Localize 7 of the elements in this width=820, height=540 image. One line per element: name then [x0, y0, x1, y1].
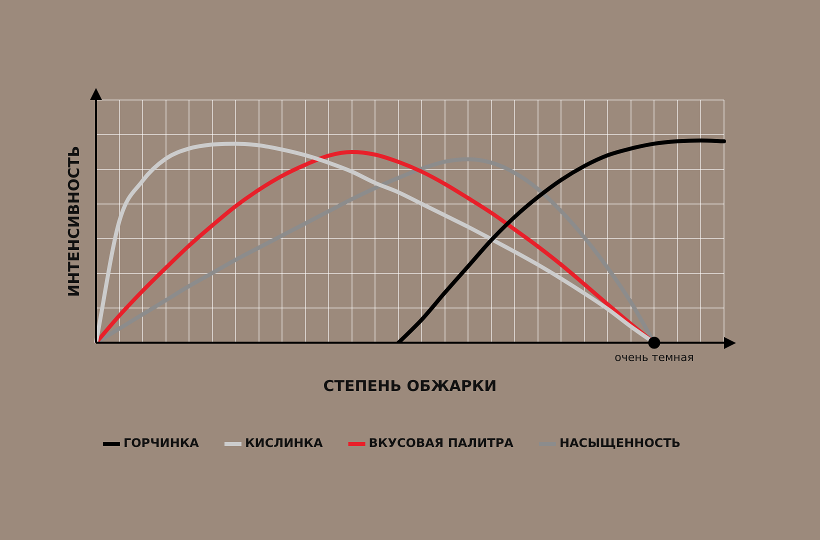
- legend-label: НАСЫЩЕННОСТЬ: [559, 436, 681, 450]
- y-axis-title: ИНТЕНСИВНОСТЬ: [64, 146, 83, 297]
- legend-label: ГОРЧИНКА: [123, 436, 200, 450]
- annotation: очень темная: [614, 351, 694, 364]
- x-axis-title: СТЕПЕНЬ ОБЖАРКИ: [323, 376, 497, 395]
- legend-label: ВКУСОВАЯ ПАЛИТРА: [368, 436, 514, 450]
- legend-label: КИСЛИНКА: [244, 436, 324, 450]
